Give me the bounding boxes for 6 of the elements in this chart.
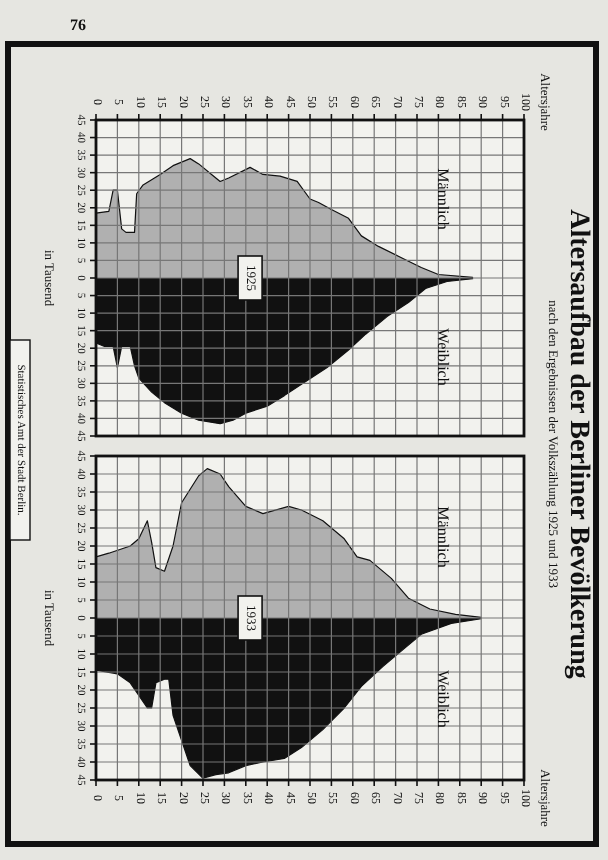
text: 76 <box>70 16 86 34</box>
text: Männlich <box>433 506 452 568</box>
text: Männlich <box>433 168 452 230</box>
text: Weiblich <box>433 670 452 728</box>
text: Altersaufbau der Berliner Bevölkerung <box>563 209 593 679</box>
text: Weiblich <box>433 328 452 386</box>
